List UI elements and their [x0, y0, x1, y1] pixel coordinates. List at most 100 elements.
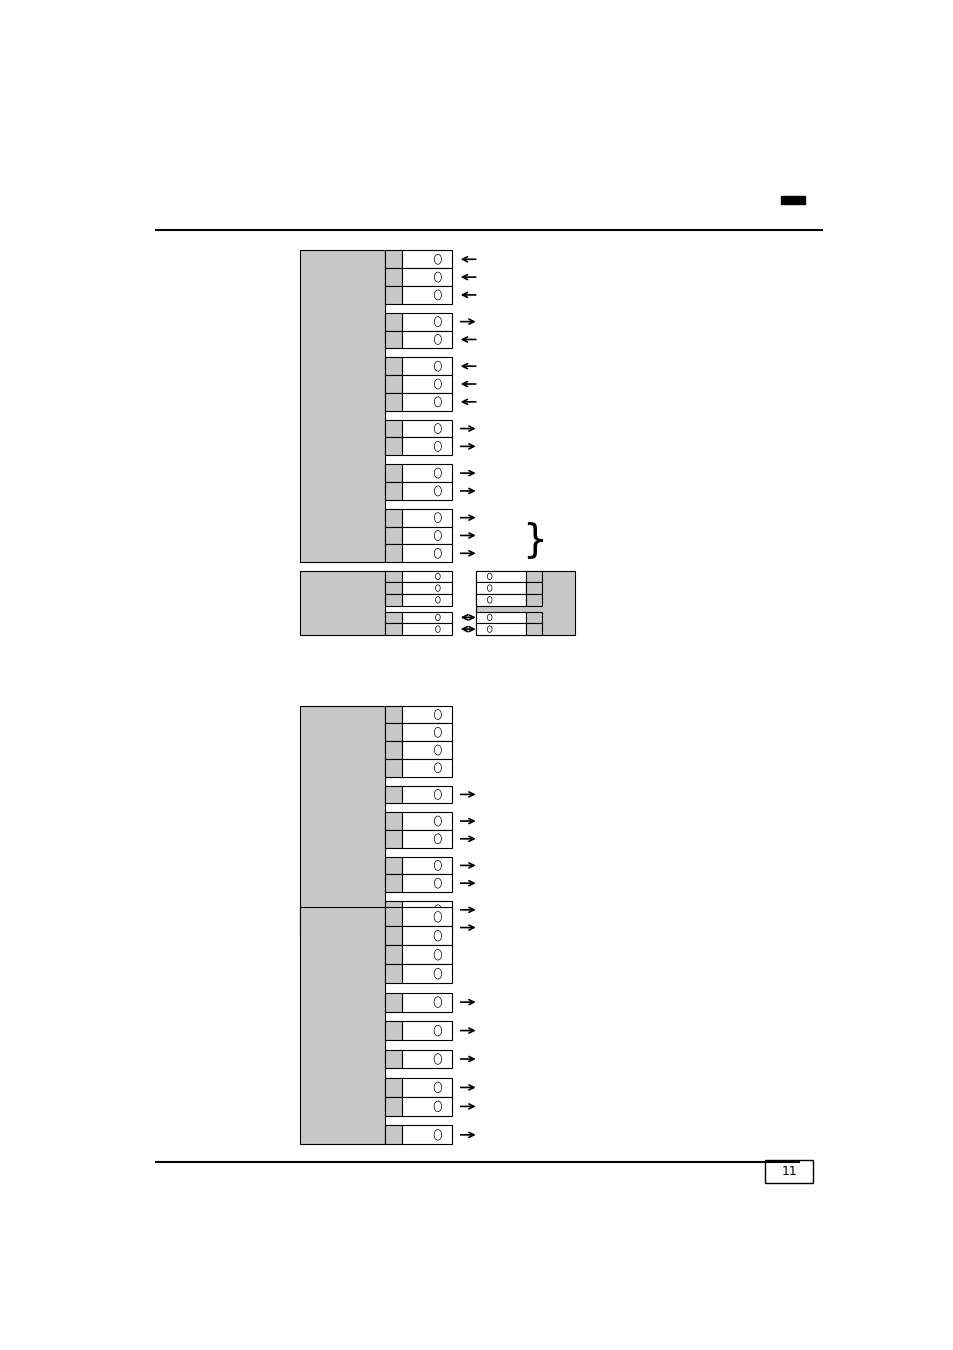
Circle shape — [434, 949, 441, 960]
Bar — [476, 612, 525, 624]
Bar — [476, 571, 575, 634]
Text: }: } — [521, 521, 546, 559]
Bar — [385, 830, 401, 848]
Circle shape — [434, 745, 441, 755]
Bar — [401, 526, 452, 544]
Bar — [385, 544, 401, 562]
Bar — [385, 393, 401, 410]
Bar — [385, 919, 401, 937]
Bar — [401, 1098, 452, 1116]
Circle shape — [434, 904, 441, 915]
Circle shape — [436, 585, 439, 591]
Bar — [401, 571, 452, 582]
Bar — [525, 612, 541, 624]
Text: 11: 11 — [781, 1165, 797, 1177]
Bar — [300, 907, 385, 1145]
Bar — [401, 313, 452, 331]
Bar — [401, 786, 452, 803]
Circle shape — [434, 335, 441, 344]
Circle shape — [434, 1083, 441, 1092]
Circle shape — [434, 1054, 441, 1064]
Bar — [401, 464, 452, 482]
Circle shape — [436, 574, 439, 579]
Circle shape — [434, 911, 441, 922]
Bar — [385, 926, 401, 945]
Bar — [385, 464, 401, 482]
Bar — [385, 964, 401, 983]
Bar — [476, 624, 525, 634]
Bar — [525, 594, 541, 606]
Circle shape — [434, 860, 441, 871]
Bar — [764, 1160, 813, 1183]
Bar — [525, 571, 541, 582]
Bar — [401, 919, 452, 937]
Bar — [401, 759, 452, 776]
Bar — [525, 582, 541, 594]
Circle shape — [487, 574, 492, 579]
Circle shape — [436, 597, 439, 603]
Bar — [385, 741, 401, 759]
Bar — [385, 313, 401, 331]
Circle shape — [434, 397, 441, 406]
Bar — [401, 612, 452, 624]
Bar — [385, 900, 401, 919]
Bar — [401, 286, 452, 304]
Bar — [401, 250, 452, 269]
Bar — [385, 594, 401, 606]
Bar — [401, 1077, 452, 1098]
Bar — [300, 571, 385, 634]
Circle shape — [487, 614, 492, 621]
Bar — [401, 624, 452, 634]
Bar — [385, 1021, 401, 1040]
Bar — [385, 1126, 401, 1145]
Bar — [401, 375, 452, 393]
Bar — [525, 624, 541, 634]
Bar — [401, 992, 452, 1011]
Bar — [401, 907, 452, 926]
Circle shape — [434, 513, 441, 522]
Bar — [401, 813, 452, 830]
Circle shape — [487, 626, 492, 632]
Bar — [385, 706, 401, 724]
Bar — [401, 582, 452, 594]
Bar — [385, 786, 401, 803]
Bar — [385, 437, 401, 455]
Bar — [476, 571, 525, 582]
Bar — [385, 250, 401, 269]
Circle shape — [436, 614, 439, 621]
Bar — [401, 1049, 452, 1068]
Bar — [401, 856, 452, 875]
Bar — [401, 926, 452, 945]
Bar — [385, 1098, 401, 1116]
Bar — [385, 526, 401, 544]
Bar — [385, 420, 401, 437]
Bar — [385, 509, 401, 526]
Bar — [385, 624, 401, 634]
Circle shape — [434, 1025, 441, 1035]
Bar — [385, 358, 401, 375]
Circle shape — [434, 362, 441, 371]
Bar — [385, 907, 401, 926]
Circle shape — [487, 597, 492, 603]
Circle shape — [434, 273, 441, 282]
Circle shape — [434, 1130, 441, 1141]
Circle shape — [434, 531, 441, 540]
Bar — [781, 196, 803, 204]
Circle shape — [434, 548, 441, 559]
Circle shape — [434, 930, 441, 941]
Circle shape — [434, 424, 441, 433]
Bar — [385, 582, 401, 594]
Circle shape — [434, 968, 441, 979]
Circle shape — [434, 879, 441, 888]
Circle shape — [434, 254, 441, 265]
Bar — [401, 1126, 452, 1145]
Bar — [401, 509, 452, 526]
Bar — [300, 706, 385, 937]
Bar — [401, 544, 452, 562]
Circle shape — [487, 585, 492, 591]
Bar — [401, 1021, 452, 1040]
Bar — [385, 269, 401, 286]
Circle shape — [434, 763, 441, 772]
Bar — [401, 594, 452, 606]
Bar — [401, 331, 452, 348]
